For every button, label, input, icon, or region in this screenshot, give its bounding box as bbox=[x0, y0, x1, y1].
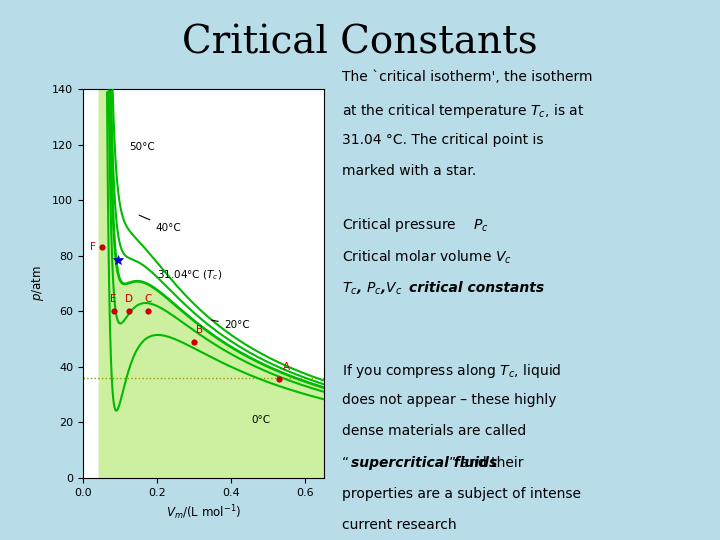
Text: “: “ bbox=[342, 456, 349, 470]
Text: B: B bbox=[196, 325, 203, 335]
Text: E: E bbox=[110, 294, 117, 305]
Text: D: D bbox=[125, 294, 133, 305]
X-axis label: $V_m$/(L mol$^{-1}$): $V_m$/(L mol$^{-1}$) bbox=[166, 503, 241, 522]
Y-axis label: $p$/atm: $p$/atm bbox=[30, 266, 46, 301]
Text: current research: current research bbox=[342, 518, 456, 532]
Text: properties are a subject of intense: properties are a subject of intense bbox=[342, 487, 581, 501]
Text: ” and their: ” and their bbox=[449, 456, 523, 470]
Text: marked with a star.: marked with a star. bbox=[342, 164, 476, 178]
Text: Critical pressure    $P_c$: Critical pressure $P_c$ bbox=[342, 216, 489, 234]
Text: 50°C: 50°C bbox=[129, 143, 155, 152]
Text: F: F bbox=[89, 242, 96, 252]
Text: 40°C: 40°C bbox=[139, 215, 181, 233]
Text: supercritical fluids: supercritical fluids bbox=[351, 456, 498, 470]
Text: A: A bbox=[282, 362, 289, 373]
Text: If you compress along $T_c$, liquid: If you compress along $T_c$, liquid bbox=[342, 362, 562, 380]
Text: $T_c$, $P_c$,$V_c$: $T_c$, $P_c$,$V_c$ bbox=[342, 281, 403, 297]
Text: C: C bbox=[144, 294, 151, 305]
Text: The `critical isotherm', the isotherm: The `critical isotherm', the isotherm bbox=[342, 70, 593, 84]
Text: 0°C: 0°C bbox=[252, 415, 271, 424]
Text: at the critical temperature $T_c$, is at: at the critical temperature $T_c$, is at bbox=[342, 102, 585, 119]
Text: Critical Constants: Critical Constants bbox=[182, 24, 538, 62]
Text: Critical molar volume $V_c$: Critical molar volume $V_c$ bbox=[342, 248, 512, 266]
Text: dense materials are called: dense materials are called bbox=[342, 424, 526, 438]
Text: 31.04 °C. The critical point is: 31.04 °C. The critical point is bbox=[342, 133, 544, 147]
Text: does not appear – these highly: does not appear – these highly bbox=[342, 393, 557, 407]
Text: critical constants: critical constants bbox=[409, 281, 544, 295]
Text: 20°C: 20°C bbox=[212, 320, 250, 330]
Text: 31.04°C ($T_c$): 31.04°C ($T_c$) bbox=[157, 268, 222, 282]
